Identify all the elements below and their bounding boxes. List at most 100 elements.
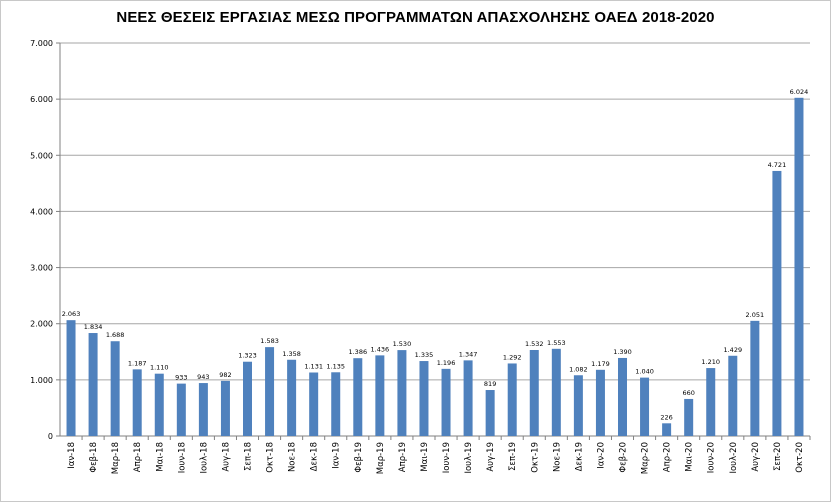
data-label: 4.721 bbox=[768, 161, 787, 169]
data-label: 1.436 bbox=[371, 345, 390, 353]
data-label: 819 bbox=[484, 380, 496, 388]
gridlines bbox=[60, 42, 810, 381]
bar bbox=[441, 368, 451, 436]
data-label: 1.834 bbox=[84, 323, 103, 331]
x-tick-label: Σεπ-20 bbox=[773, 442, 783, 471]
data-label: 1.358 bbox=[282, 350, 301, 358]
data-label: 1.082 bbox=[569, 365, 588, 373]
x-tick-label: Ιουλ-19 bbox=[464, 442, 474, 474]
bar bbox=[132, 369, 142, 436]
y-tick-label: 2.000 bbox=[30, 320, 53, 329]
x-tick-label: Ιουν-18 bbox=[177, 442, 187, 473]
x-tick-label: Αυγ-18 bbox=[221, 442, 231, 472]
x-tick-label: Ιουλ-18 bbox=[199, 442, 209, 474]
y-tick-label: 0 bbox=[48, 432, 53, 441]
bar bbox=[728, 355, 738, 436]
x-tick-label: Μαι-20 bbox=[685, 442, 695, 472]
bar bbox=[618, 357, 627, 436]
bar bbox=[507, 363, 517, 436]
bar bbox=[309, 372, 319, 436]
bar bbox=[485, 390, 495, 436]
bar bbox=[154, 373, 164, 436]
bar bbox=[198, 383, 208, 436]
x-tick-label: Απρ-19 bbox=[398, 442, 408, 472]
x-tick-label: Απρ-20 bbox=[663, 442, 673, 472]
bar bbox=[397, 350, 407, 436]
y-tick-label: 6.000 bbox=[30, 95, 53, 104]
data-label: 1.335 bbox=[415, 351, 434, 359]
bar bbox=[265, 347, 275, 436]
bar bbox=[243, 361, 252, 436]
bar bbox=[220, 380, 230, 436]
bar bbox=[375, 355, 385, 436]
chart-title: ΝΕΕΣ ΘΕΣΕΙΣ ΕΡΓΑΣΙΑΣ ΜΕΣΩ ΠΡΟΓΡΑΜΜΑΤΩΝ Α… bbox=[116, 9, 715, 26]
bar bbox=[551, 348, 561, 436]
data-label: 1.390 bbox=[613, 348, 632, 356]
data-label: 1.583 bbox=[260, 337, 279, 345]
x-tick-label: Ιουλ-20 bbox=[729, 442, 739, 474]
data-label: 1.347 bbox=[459, 350, 478, 358]
bar bbox=[419, 361, 429, 436]
x-tick-label: Σεπ-19 bbox=[508, 442, 518, 471]
data-label: 1.553 bbox=[547, 339, 566, 347]
x-tick-label: Οκτ-19 bbox=[530, 442, 540, 473]
bar bbox=[66, 320, 76, 436]
data-label: 1.196 bbox=[437, 359, 456, 367]
bar bbox=[662, 423, 672, 436]
x-tick-label: Απρ-18 bbox=[133, 442, 143, 472]
data-label: 660 bbox=[682, 389, 694, 397]
bar bbox=[794, 97, 804, 437]
bar bbox=[595, 369, 605, 436]
x-tick-label: Μαρ-20 bbox=[641, 442, 651, 474]
data-label: 1.429 bbox=[723, 346, 742, 354]
axes bbox=[56, 42, 811, 440]
bar bbox=[772, 170, 782, 436]
data-label: 933 bbox=[175, 374, 187, 382]
x-tick-label: Νοε-18 bbox=[288, 442, 298, 472]
x-tick-label: Μαι-19 bbox=[420, 442, 430, 472]
x-tick-label: Οκτ-20 bbox=[795, 442, 805, 473]
data-label: 943 bbox=[197, 373, 209, 381]
y-tick-label: 1.000 bbox=[30, 376, 53, 385]
data-label: 1.110 bbox=[150, 364, 169, 372]
x-tick-label: Δεκ-18 bbox=[310, 442, 320, 471]
data-label: 1.688 bbox=[106, 331, 125, 339]
data-label: 1.532 bbox=[525, 340, 544, 348]
bar bbox=[353, 358, 363, 436]
data-label: 2.063 bbox=[62, 310, 81, 318]
bar bbox=[529, 349, 539, 436]
x-tick-label: Αυγ-19 bbox=[486, 442, 496, 472]
data-label: 1.210 bbox=[701, 358, 720, 366]
x-tick-label: Ιαν-18 bbox=[67, 442, 77, 469]
bar bbox=[640, 377, 650, 436]
x-tick-label: Μαι-18 bbox=[155, 442, 165, 472]
x-tick-label: Φεβ-20 bbox=[619, 442, 629, 473]
data-label: 1.530 bbox=[393, 340, 412, 348]
x-tick-label: Αυγ-20 bbox=[751, 442, 761, 472]
bar bbox=[287, 359, 297, 436]
data-label: 6.024 bbox=[790, 88, 809, 96]
y-tick-label: 4.000 bbox=[30, 207, 53, 216]
y-tick-label: 7.000 bbox=[30, 39, 53, 48]
x-axis-tick-labels: Ιαν-18 Φεβ-18 Μαρ-18 Απρ-18 Μαι-18 Ιουν-18 Ιου… bbox=[67, 442, 805, 474]
y-axis-tick-labels: 0 1.000 2.000 3.000 4.000 5.000 6.000 7.000 bbox=[30, 39, 53, 441]
bar bbox=[706, 368, 716, 436]
x-tick-label: Φεβ-18 bbox=[89, 442, 99, 473]
x-tick-label: Ιουν-20 bbox=[707, 442, 717, 473]
data-label: 1.292 bbox=[503, 353, 522, 361]
x-tick-label: Ιουν-19 bbox=[442, 442, 452, 473]
x-tick-label: Νοε-19 bbox=[552, 442, 562, 472]
bars bbox=[66, 97, 804, 437]
data-label: 1.131 bbox=[304, 363, 323, 371]
data-label: 982 bbox=[219, 371, 231, 379]
bar bbox=[573, 375, 583, 436]
y-tick-label: 5.000 bbox=[30, 151, 53, 160]
data-label: 2.051 bbox=[746, 311, 765, 319]
bar bbox=[176, 383, 186, 436]
y-tick-label: 3.000 bbox=[30, 264, 53, 273]
x-tick-label: Ιαν-20 bbox=[596, 442, 606, 469]
data-label: 1.323 bbox=[238, 352, 257, 360]
data-label: 1.040 bbox=[635, 368, 654, 376]
